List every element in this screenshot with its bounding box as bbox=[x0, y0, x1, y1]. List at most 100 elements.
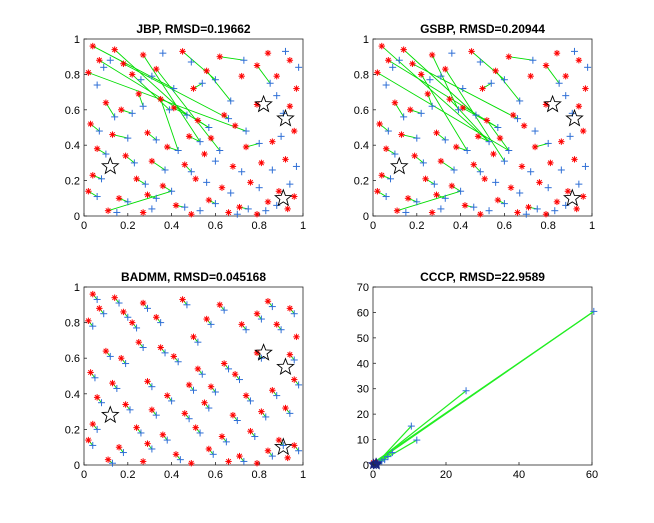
x-tick-label: 0.4 bbox=[164, 220, 179, 232]
x-tick-label: 60 bbox=[586, 469, 598, 481]
asterisk-marker bbox=[286, 351, 294, 358]
asterisk-marker bbox=[164, 143, 171, 151]
ticks-cccp: 0 20 40 60 0 10 20 30 40 50 60 70 bbox=[357, 282, 598, 481]
panel-badmm: BADMM, RMSD=0.045168 0 0.2 0.4 0.6 0.8 100.20… bbox=[65, 270, 306, 481]
asterisk-marker bbox=[89, 42, 96, 50]
y-tick-label: 1 bbox=[74, 34, 80, 46]
connection-line bbox=[508, 56, 533, 61]
connection-line bbox=[377, 72, 510, 151]
asterisk-marker bbox=[376, 120, 383, 128]
plus-marker bbox=[220, 306, 228, 314]
plus-marker bbox=[98, 399, 106, 407]
connection-line bbox=[160, 99, 179, 151]
plus-marker bbox=[148, 445, 156, 453]
asterisk-marker bbox=[437, 157, 445, 165]
asterisk-marker bbox=[275, 436, 283, 444]
connection-line bbox=[92, 174, 102, 180]
asterisk-marker bbox=[153, 65, 160, 73]
asterisk-marker bbox=[139, 209, 147, 216]
plus-marker bbox=[290, 310, 298, 318]
plus-marker bbox=[183, 301, 191, 309]
plus-marker bbox=[516, 189, 524, 197]
plus-marker bbox=[240, 56, 248, 64]
plus-marker bbox=[557, 166, 565, 174]
asterisk-marker bbox=[286, 305, 294, 312]
asterisk-marker bbox=[459, 104, 466, 112]
asterisk-marker bbox=[571, 156, 578, 163]
connection-line bbox=[403, 49, 477, 116]
asterisk-marker bbox=[433, 191, 440, 198]
connection-line bbox=[88, 72, 247, 132]
plus-marker bbox=[233, 210, 241, 218]
x-tick-label: 0.2 bbox=[120, 469, 135, 481]
plus-marker bbox=[102, 150, 110, 158]
asterisk-marker bbox=[562, 72, 569, 80]
asterisk-marker bbox=[185, 133, 193, 140]
asterisk-marker bbox=[258, 159, 265, 167]
asterisk-marker bbox=[404, 195, 412, 202]
plus-marker bbox=[98, 175, 106, 183]
plus-marker bbox=[246, 397, 254, 405]
x-tick-label: 0 bbox=[370, 469, 376, 481]
y-tick-label: 0.2 bbox=[65, 424, 80, 436]
x-tick-label: 1 bbox=[300, 469, 306, 481]
asterisk-marker bbox=[442, 65, 449, 73]
plus-marker bbox=[93, 295, 101, 303]
connection-line bbox=[486, 120, 510, 151]
plus-marker bbox=[240, 457, 248, 465]
connection-line bbox=[495, 70, 521, 102]
plus-marker bbox=[130, 159, 138, 167]
plus-marker bbox=[91, 374, 99, 382]
asterisk-marker bbox=[393, 207, 401, 214]
panel-title-jbp: JBP, RMSD=0.19662 bbox=[136, 22, 251, 36]
asterisk-marker bbox=[85, 317, 92, 325]
plus-marker bbox=[459, 85, 467, 93]
asterisk-marker bbox=[284, 205, 291, 213]
asterisk-marker bbox=[220, 111, 228, 119]
connection-line bbox=[105, 102, 116, 118]
asterisk-marker bbox=[120, 308, 127, 316]
ticks-gsbp: 0 0.2 0.4 0.6 0.8 1 0 0.2 0.4 0.6 0.8 1 bbox=[354, 34, 595, 232]
asterisk-marker bbox=[494, 196, 502, 204]
panel-title-gsbp: GSBP, RMSD=0.20944 bbox=[420, 22, 545, 36]
plus-marker bbox=[174, 358, 182, 366]
asterisk-marker bbox=[87, 120, 94, 128]
asterisk-marker bbox=[483, 117, 491, 124]
asterisk-marker bbox=[85, 69, 92, 76]
plus-marker bbox=[279, 441, 287, 449]
star-marker bbox=[563, 188, 582, 207]
asterisk-marker bbox=[144, 378, 151, 385]
plus-marker bbox=[137, 429, 145, 437]
asterisk-marker bbox=[269, 138, 276, 145]
asterisk-marker bbox=[194, 365, 202, 373]
y-tick-label: 60 bbox=[357, 307, 369, 319]
plus-marker bbox=[389, 63, 397, 71]
connection-line bbox=[167, 146, 179, 151]
axes-frame-badmm bbox=[83, 286, 304, 466]
y-tick-label: 0.4 bbox=[354, 140, 369, 152]
plus-marker bbox=[89, 441, 97, 449]
plus-marker bbox=[382, 193, 390, 201]
y-tick-label: 0.2 bbox=[354, 176, 369, 188]
axes-frame-jbp bbox=[83, 38, 304, 217]
plus-marker bbox=[128, 109, 136, 117]
y-tick-label: 0.4 bbox=[65, 389, 80, 401]
asterisk-marker bbox=[509, 111, 517, 119]
y-tick-label: 40 bbox=[357, 358, 369, 370]
plus-marker bbox=[381, 456, 389, 464]
y-tick-label: 0.8 bbox=[65, 69, 80, 81]
connection-line bbox=[219, 56, 244, 61]
asterisk-marker bbox=[87, 369, 94, 376]
plus-marker bbox=[262, 413, 270, 421]
asterisk-marker bbox=[293, 333, 300, 341]
asterisk-marker bbox=[496, 134, 504, 142]
plus-marker bbox=[562, 201, 570, 209]
marks-badmm bbox=[85, 290, 303, 467]
asterisk-marker bbox=[188, 211, 195, 218]
y-tick-label: 0 bbox=[74, 460, 80, 472]
asterisk-marker bbox=[231, 122, 239, 129]
asterisk-marker bbox=[398, 131, 405, 138]
asterisk-marker bbox=[157, 344, 164, 351]
asterisk-marker bbox=[446, 95, 453, 103]
plus-marker bbox=[119, 449, 127, 457]
